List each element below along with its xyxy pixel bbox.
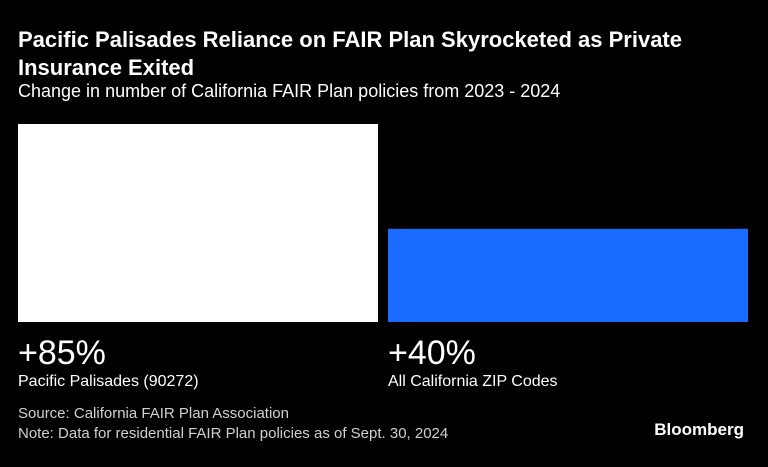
value-label: +40% <box>388 334 476 372</box>
footer: Source: California FAIR Plan Association… <box>18 404 448 444</box>
value-label: +85% <box>18 334 106 372</box>
data-note: Note: Data for residential FAIR Plan pol… <box>18 425 449 442</box>
source-note: Source: California FAIR Plan Association <box>18 405 289 422</box>
category-label: Pacific Palisades (90272) <box>18 373 199 390</box>
bar-all-california <box>388 228 748 322</box>
category-label: All California ZIP Codes <box>388 373 558 390</box>
bloomberg-logo: Bloomberg <box>654 420 744 439</box>
chart-title: Pacific Palisades Reliance on FAIR Plan … <box>18 27 682 80</box>
chart-subtitle: Change in number of California FAIR Plan… <box>18 81 561 101</box>
bar-pacific-palisades <box>18 124 378 322</box>
